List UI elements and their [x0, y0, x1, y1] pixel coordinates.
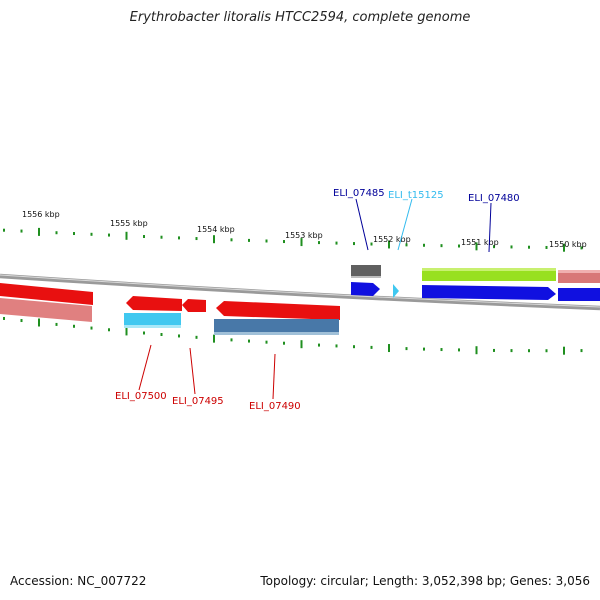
cds-arrow-07495: [182, 299, 206, 312]
scale-label-1550: 1550 kbp: [549, 240, 587, 249]
cds-arrow-left-edge: [0, 283, 93, 305]
rna-arrow-t15125: [393, 284, 399, 298]
genome-title: Erythrobacter litoralis HTCC2594, comple…: [129, 10, 471, 25]
genome-backbone-highlight: [0, 274, 600, 308]
cds-arrow-07490: [216, 301, 340, 320]
reverse-features: [0, 283, 340, 335]
scale-label-1556: 1556 kbp: [22, 210, 60, 219]
rna-feature-07500: [124, 313, 181, 326]
cds-arrow-07480: [422, 285, 556, 300]
gene-label-07485: ELI_07485: [333, 188, 385, 199]
topology-text: Topology: circular; Length: 3,052,398 bp…: [260, 574, 590, 588]
genome-backbone: [0, 273, 600, 311]
scale-label-1551: 1551 kbp: [461, 238, 499, 247]
label-leaders: [138, 198, 492, 400]
gene-label-t15125: ELI_t15125: [388, 190, 444, 201]
gene-feature-pink-right: [558, 270, 600, 283]
gene-label-07495: ELI_07495: [172, 396, 224, 407]
gene-label-07490: ELI_07490: [249, 401, 301, 412]
accession-text: Accession: NC_007722: [10, 574, 147, 588]
gene-label-07500: ELI_07500: [115, 391, 167, 402]
gene-label-07480: ELI_07480: [468, 193, 520, 204]
cds-arrow-right: [558, 288, 600, 301]
scale-label-1552: 1552 kbp: [373, 235, 411, 244]
gene-feature-left-edge: [0, 298, 92, 322]
gene-feature-07490: [214, 319, 339, 333]
scale-label-1555: 1555 kbp: [110, 219, 148, 228]
forward-features: [351, 265, 600, 301]
scale-label-1554: 1554 kbp: [197, 225, 235, 234]
cds-arrow-07485: [351, 282, 380, 296]
scale-label-1553: 1553 kbp: [285, 231, 323, 240]
cds-arrow-07500: [126, 296, 182, 311]
gene-feature-other-green: [422, 268, 556, 281]
scale-ticks: [3, 227, 583, 355]
gene-feature-07485-gray: [351, 265, 381, 277]
